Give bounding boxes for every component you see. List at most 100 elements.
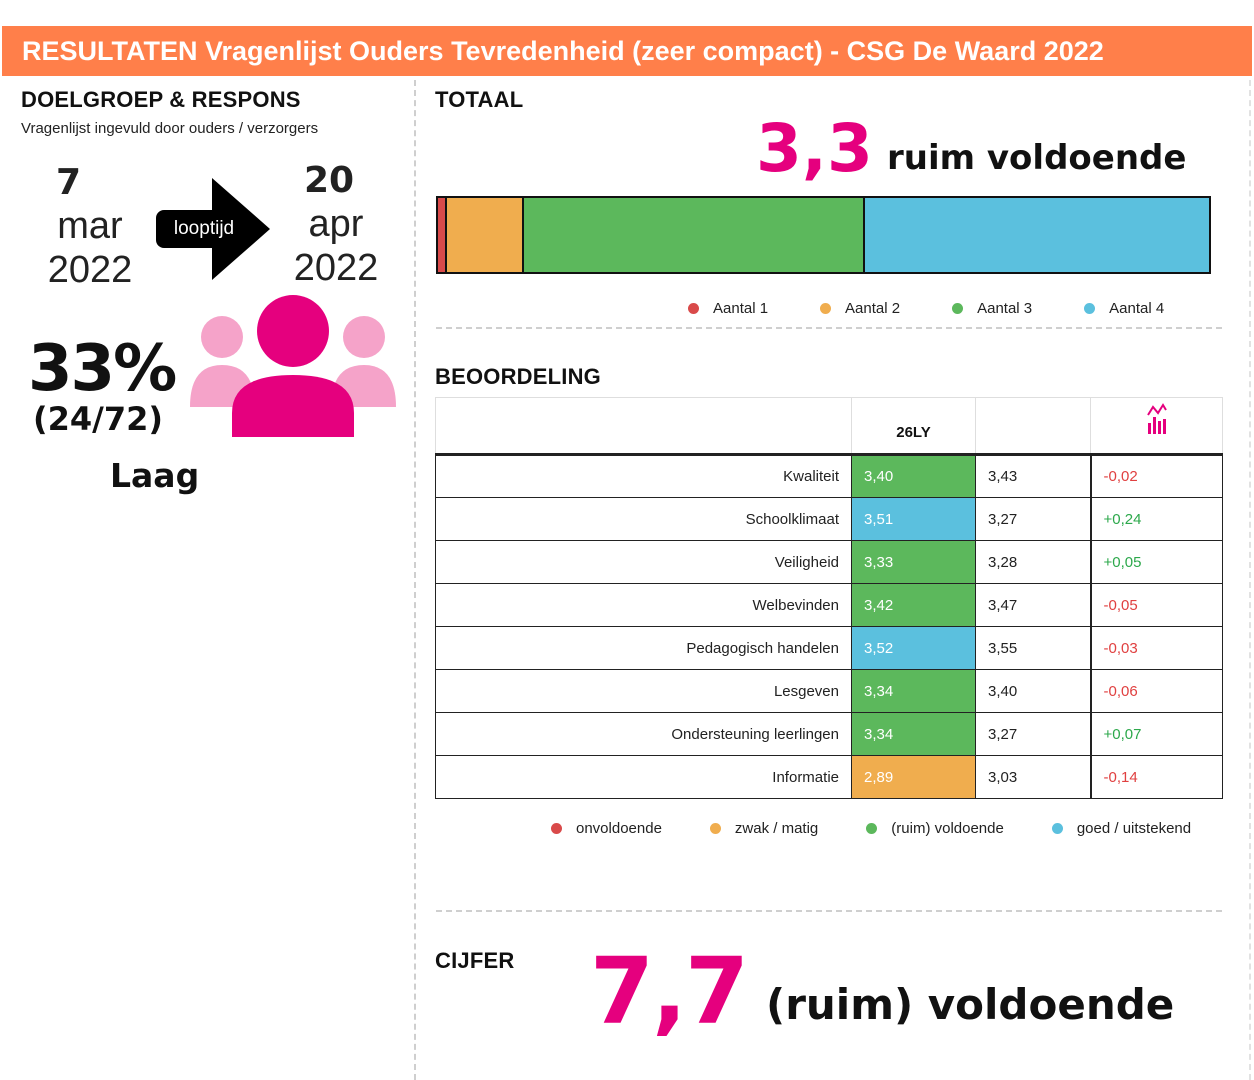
table-row: Welbevinden 3,42 3,47 -0,05 — [435, 583, 1223, 627]
row-score: 3,42 — [851, 583, 976, 627]
doelgroep-title: DOELGROEP & RESPONS — [21, 87, 301, 112]
arrow-right-icon — [156, 178, 270, 280]
beoordeling-legend-item: zwak / matig — [709, 820, 819, 837]
beoordeling-table: 26LY Kwaliteit 3,40 3,43 -0,02 Schoolklimaat… — [435, 397, 1223, 799]
totaal-score: 3,3 — [756, 110, 873, 187]
report-header: RESULTATEN Vragenlijst Ouders Tevredenhe… — [2, 26, 1252, 76]
section-divider — [436, 327, 1222, 329]
totaal-legend-item: Aantal 3 — [952, 300, 1032, 317]
legend-label: Aantal 2 — [845, 300, 901, 317]
end-month: apr — [308, 203, 364, 245]
totaal-title: TOTAAL — [435, 87, 524, 112]
beoordeling-rows: Kwaliteit 3,40 3,43 -0,02 Schoolklimaat 3,51 3… — [435, 454, 1223, 799]
beoordeling-legend-item: onvoldoende — [551, 820, 662, 837]
beoordeling-title: BEOORDELING — [435, 364, 601, 389]
row-difference: -0,03 — [1089, 626, 1223, 670]
row-label: Kwaliteit — [435, 454, 852, 498]
legend-label: onvoldoende — [576, 820, 662, 837]
row-previous: 3,28 — [975, 540, 1091, 584]
totaal-label: ruim voldoende — [887, 138, 1187, 178]
response-level: Laag — [110, 456, 200, 495]
start-month: mar — [57, 205, 123, 247]
row-difference: +0,07 — [1089, 712, 1223, 756]
beoordeling-legend-item: goed / uitstekend — [1051, 820, 1192, 837]
row-previous: 3,40 — [975, 669, 1091, 713]
bar-segment-4 — [865, 198, 1209, 272]
legend-dot-icon — [1051, 823, 1063, 834]
looptijd-label: looptijd — [173, 218, 235, 239]
row-score: 2,89 — [851, 755, 976, 799]
beoordeling-legend-item: (ruim) voldoende — [866, 820, 1004, 837]
cijfer-title: CIJFER — [435, 948, 515, 973]
row-label: Pedagogisch handelen — [435, 626, 852, 670]
legend-label: Aantal 4 — [1109, 300, 1165, 317]
legend-label: Aantal 3 — [977, 300, 1033, 317]
row-label: Schoolklimaat — [435, 497, 852, 541]
totaal-legend-item: Aantal 1 — [688, 300, 768, 317]
row-previous: 3,47 — [975, 583, 1091, 627]
row-previous: 3,55 — [975, 626, 1091, 670]
row-difference: -0,14 — [1089, 755, 1223, 799]
column-divider — [414, 80, 416, 1080]
cijfer-score: 7,7 — [590, 938, 749, 1045]
legend-dot-icon — [551, 823, 562, 834]
table-row: Veiligheid 3,33 3,28 +0,05 — [435, 540, 1223, 584]
row-previous: 3,27 — [975, 712, 1091, 756]
row-label: Veiligheid — [435, 540, 852, 584]
header-empty — [435, 397, 852, 456]
totaal-legend: Aantal 1 Aantal 2 Aantal 3 Aantal 4 — [688, 300, 1216, 317]
table-row: Lesgeven 3,34 3,40 -0,06 — [435, 669, 1223, 713]
row-score: 3,34 — [851, 712, 976, 756]
chart-trend-icon — [1146, 403, 1167, 434]
totaal-stacked-bar — [436, 196, 1211, 274]
totaal-legend-item: Aantal 4 — [1084, 300, 1164, 317]
bar-segment-1 — [438, 198, 448, 272]
header-trend — [1090, 397, 1223, 456]
row-label: Informatie — [435, 755, 852, 799]
legend-label: Aantal 1 — [713, 300, 769, 317]
legend-label: zwak / matig — [734, 820, 819, 837]
legend-dot-icon — [866, 823, 878, 834]
bar-segment-3 — [524, 198, 866, 272]
row-label: Ondersteuning leerlingen — [435, 712, 852, 756]
legend-dot-icon — [709, 823, 721, 834]
report-title: RESULTATEN Vragenlijst Ouders Tevredenhe… — [22, 36, 1104, 66]
header-26ly: 26LY — [851, 397, 976, 456]
header-prev — [975, 397, 1091, 456]
cijfer-label: (ruim) voldoende — [766, 980, 1175, 1029]
table-row: Ondersteuning leerlingen 3,34 3,27 +0,07 — [435, 712, 1223, 756]
row-label: Lesgeven — [435, 669, 852, 713]
end-year: 2022 — [293, 247, 379, 289]
legend-dot-icon — [688, 303, 699, 314]
row-difference: -0,05 — [1089, 583, 1223, 627]
row-score: 3,52 — [851, 626, 976, 670]
row-previous: 3,27 — [975, 497, 1091, 541]
end-day: 20 — [304, 160, 355, 201]
row-previous: 3,03 — [975, 755, 1091, 799]
row-score: 3,34 — [851, 669, 976, 713]
start-date: 7 mar 2022 — [30, 162, 150, 292]
row-score: 3,33 — [851, 540, 976, 584]
totaal-legend-item: Aantal 2 — [820, 300, 900, 317]
response-percentage: 33% — [28, 332, 177, 406]
table-row: Pedagogisch handelen 3,52 3,55 -0,03 — [435, 626, 1223, 670]
row-previous: 3,43 — [975, 454, 1091, 498]
row-difference: +0,05 — [1089, 540, 1223, 584]
start-year: 2022 — [47, 249, 133, 291]
doelgroep-subtitle: Vragenlijst ingevuld door ouders / verzo… — [21, 120, 319, 137]
table-row: Kwaliteit 3,40 3,43 -0,02 — [435, 454, 1223, 498]
legend-dot-icon — [820, 303, 832, 314]
table-row: Informatie 2,89 3,03 -0,14 — [435, 755, 1223, 799]
legend-label: goed / uitstekend — [1076, 820, 1192, 837]
end-date: 20 apr 2022 — [276, 160, 396, 290]
row-score: 3,51 — [851, 497, 976, 541]
looptijd-arrow: looptijd — [156, 178, 272, 280]
row-score: 3,40 — [851, 454, 976, 498]
legend-label: (ruim) voldoende — [891, 820, 1004, 837]
row-difference: -0,06 — [1089, 669, 1223, 713]
row-difference: -0,02 — [1089, 454, 1223, 498]
beoordeling-legend: onvoldoende zwak / matig (ruim) voldoende g… — [551, 820, 1239, 837]
legend-dot-icon — [952, 303, 964, 314]
legend-dot-icon — [1084, 303, 1096, 314]
table-row: Schoolklimaat 3,51 3,27 +0,24 — [435, 497, 1223, 541]
